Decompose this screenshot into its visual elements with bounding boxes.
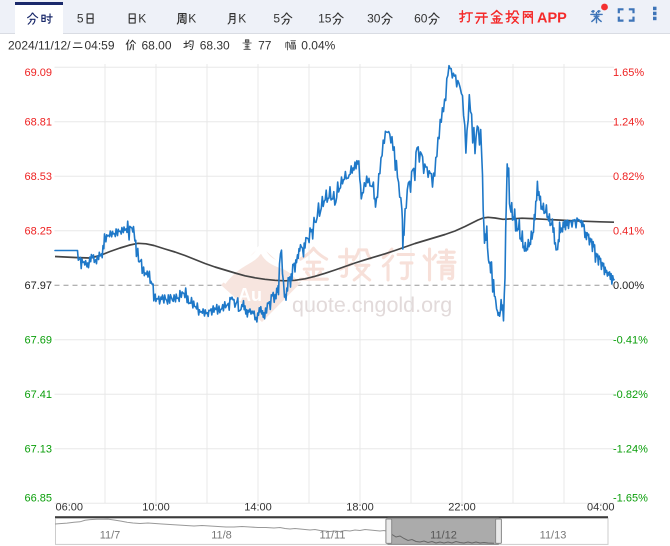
svg-text:-1.65%: -1.65% (613, 493, 648, 505)
svg-text:10:00: 10:00 (142, 502, 170, 514)
svg-text:K: K (138, 12, 146, 26)
svg-text:30: 30 (367, 12, 381, 26)
svg-text:66.85: 66.85 (24, 493, 52, 505)
svg-text:K: K (188, 12, 196, 26)
svg-text:15: 15 (318, 12, 332, 26)
svg-text:68.53: 68.53 (24, 171, 52, 183)
svg-text:11/12: 11/12 (430, 530, 457, 542)
svg-text:0.04%: 0.04% (301, 39, 335, 53)
svg-text:APP: APP (537, 11, 567, 27)
svg-text:5: 5 (77, 12, 84, 26)
svg-text:14:00: 14:00 (244, 502, 272, 514)
svg-text:-1.24%: -1.24% (613, 444, 648, 456)
svg-text:-0.82%: -0.82% (613, 389, 648, 401)
svg-text:0.82%: 0.82% (613, 171, 644, 183)
svg-text:67.41: 67.41 (24, 389, 52, 401)
svg-text:04:59: 04:59 (85, 39, 115, 53)
svg-text:77: 77 (258, 39, 272, 53)
svg-text:11/7: 11/7 (100, 530, 121, 542)
svg-text:68.30: 68.30 (200, 39, 230, 53)
svg-text:5: 5 (273, 12, 280, 26)
svg-text:K: K (238, 12, 246, 26)
svg-text:69.09: 69.09 (24, 67, 52, 79)
svg-text:18:00: 18:00 (346, 502, 374, 514)
svg-text:22:00: 22:00 (448, 502, 476, 514)
svg-text:67.13: 67.13 (24, 444, 52, 456)
svg-text:Au: Au (238, 285, 262, 305)
svg-text:quote.cngold.org: quote.cngold.org (292, 293, 452, 317)
svg-text:60: 60 (414, 12, 428, 26)
svg-text:67.97: 67.97 (24, 280, 52, 292)
svg-text:11/11: 11/11 (320, 530, 346, 542)
svg-text:1.65%: 1.65% (613, 67, 644, 79)
svg-text:-0.41%: -0.41% (613, 335, 648, 347)
svg-text:11/13: 11/13 (540, 530, 567, 542)
svg-text:11/8: 11/8 (211, 530, 232, 542)
svg-text:68.00: 68.00 (142, 39, 172, 53)
svg-text:04:00: 04:00 (587, 502, 615, 514)
svg-text:06:00: 06:00 (56, 502, 84, 514)
svg-text:68.81: 68.81 (24, 117, 52, 129)
svg-text:68.25: 68.25 (24, 226, 52, 238)
svg-text:1.24%: 1.24% (613, 117, 644, 129)
svg-text:0.41%: 0.41% (613, 226, 644, 238)
svg-text:67.69: 67.69 (24, 335, 52, 347)
svg-text:0.00%: 0.00% (613, 280, 644, 292)
svg-text:2024/11/12/: 2024/11/12/ (8, 39, 71, 53)
